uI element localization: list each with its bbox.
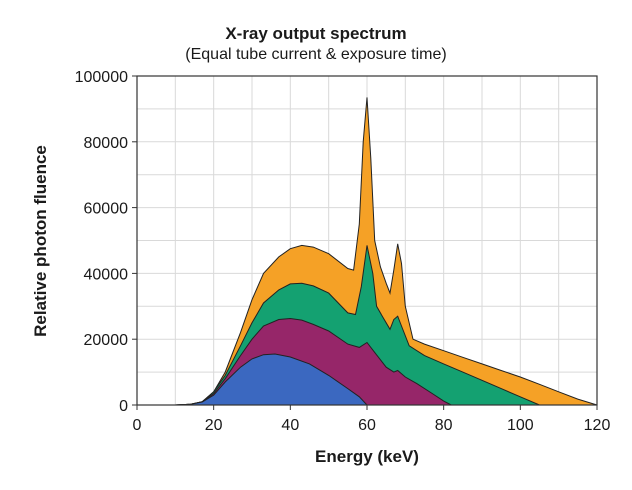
y-tick-label: 40000 (84, 266, 129, 283)
x-axis-label: Energy (keV) (315, 447, 419, 466)
chart-subtitle: (Equal tube current & exposure time) (185, 46, 447, 63)
y-tick-label: 20000 (84, 332, 129, 349)
series-line-3 (137, 353, 368, 406)
x-tick-label: 120 (584, 417, 611, 434)
axes (132, 75, 598, 410)
y-tick-label: 80000 (84, 135, 129, 152)
series-areas (137, 97, 598, 406)
x-tick-label: 100 (507, 417, 534, 434)
x-tick-label: 80 (435, 417, 453, 434)
series-line-0 (137, 97, 598, 406)
x-tick-label: 40 (281, 417, 299, 434)
y-tick-label: 100000 (75, 69, 128, 86)
series-line-1 (137, 245, 540, 406)
series-line-2 (137, 317, 452, 406)
y-tick-labels: 0 20000 40000 60000 80000 100000 (75, 69, 128, 415)
y-tick-label: 0 (119, 398, 128, 415)
x-tick-label: 0 (133, 417, 142, 434)
x-tick-label: 20 (205, 417, 223, 434)
y-tick-label: 60000 (84, 201, 129, 218)
chart-title: X-ray output spectrum (225, 24, 407, 43)
series-area-3 (137, 354, 367, 405)
y-axis-label: Relative photon fluence (31, 145, 50, 337)
x-tick-labels: 0 20 40 60 80 100 120 (133, 417, 611, 434)
x-tick-label: 60 (358, 417, 376, 434)
